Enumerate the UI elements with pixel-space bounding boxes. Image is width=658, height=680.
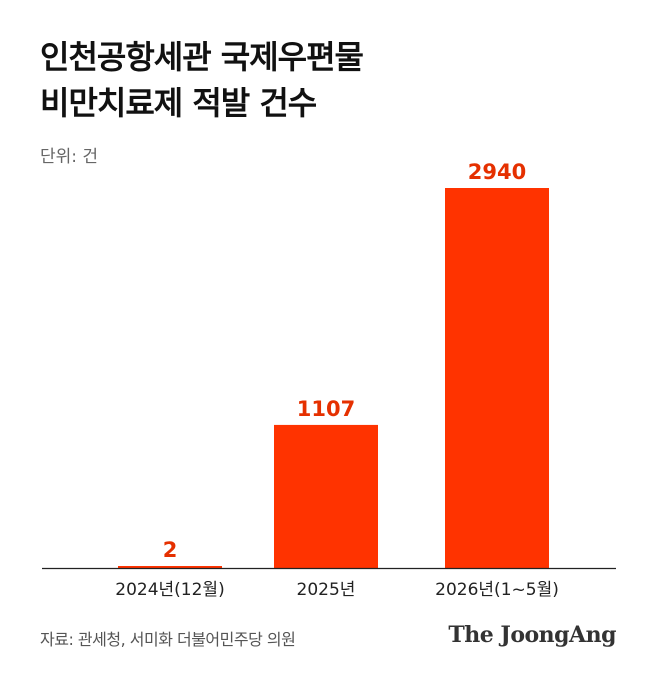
data-label-0: 2	[163, 538, 178, 562]
data-label-1: 1107	[297, 397, 355, 421]
bar-1	[274, 424, 378, 568]
bar-2	[445, 188, 549, 568]
chart-title-line2: 비만치료제 적발 건수	[40, 84, 317, 122]
x-tick-label-0: 2024년(12월)	[115, 580, 224, 600]
chart-title-line1: 인천공항세관 국제우편물	[40, 38, 364, 76]
data-label-2: 2940	[468, 160, 526, 184]
unit-label: 단위: 건	[40, 147, 99, 167]
bar-0	[118, 566, 222, 568]
x-tick-label-2: 2026년(1~5월)	[435, 580, 559, 600]
chart-title: 인천공항세관 국제우편물 비만치료제 적발 건수	[40, 34, 364, 126]
brand-logo: The JoongAng	[448, 622, 616, 648]
x-tick-label-1: 2025년	[297, 580, 356, 600]
source-note: 자료: 관세청, 서미화 더불어민주당 의원	[40, 630, 296, 649]
